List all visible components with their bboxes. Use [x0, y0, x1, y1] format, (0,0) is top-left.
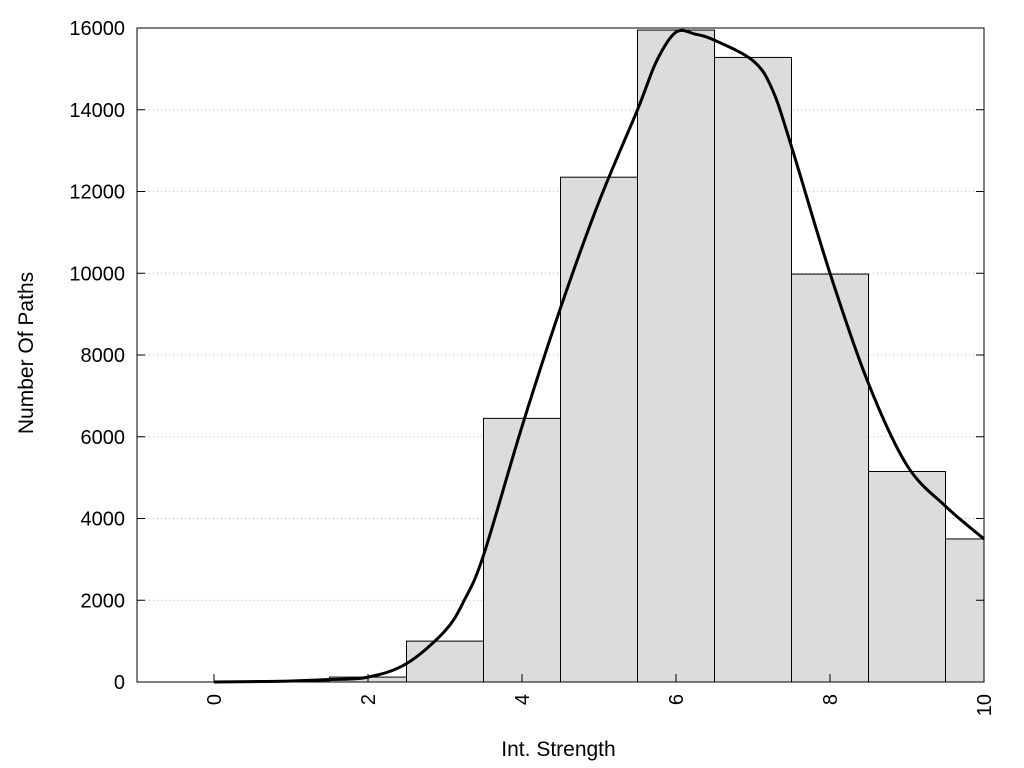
y-tick-label: 0: [114, 672, 125, 694]
histogram-bars: [252, 29, 985, 683]
y-tick-label: 12000: [69, 182, 125, 204]
density-curve: [213, 28, 985, 684]
histogram-bar: [714, 56, 792, 683]
histogram-bar: [406, 640, 484, 683]
histogram-bar: [868, 470, 946, 683]
histogram-bar: [560, 176, 638, 683]
y-tick-label: 6000: [81, 427, 126, 449]
y-tick-label: 14000: [69, 100, 125, 122]
histogram-bar: [637, 29, 715, 683]
y-tick-label: 16000: [69, 18, 125, 40]
y-tick-label: 10000: [69, 263, 125, 285]
x-axis-ticks: 0 2 4 6 8 10: [204, 674, 996, 716]
y-tick-label: 8000: [81, 345, 126, 367]
x-tick-label: 4: [512, 694, 534, 705]
x-tick-label: 8: [820, 694, 842, 705]
y-tick-label: 2000: [81, 590, 126, 612]
x-axis-title: Int. Strength: [501, 738, 615, 761]
y-tick-label: 4000: [81, 509, 126, 531]
histogram-bar: [945, 538, 985, 683]
histogram-bar: [791, 273, 869, 683]
x-tick-label: 2: [358, 694, 380, 705]
x-tick-label: 10: [974, 694, 996, 716]
x-tick-label: 0: [204, 694, 226, 705]
density-curve-layer: [213, 28, 985, 684]
histogram-bar: [483, 417, 561, 683]
x-tick-label: 6: [666, 694, 688, 705]
y-axis-title: Number Of Paths: [15, 272, 38, 434]
y-axis-ticks: 0 2000 4000 6000 8000 10000 12000 14000 16000: [69, 18, 984, 694]
